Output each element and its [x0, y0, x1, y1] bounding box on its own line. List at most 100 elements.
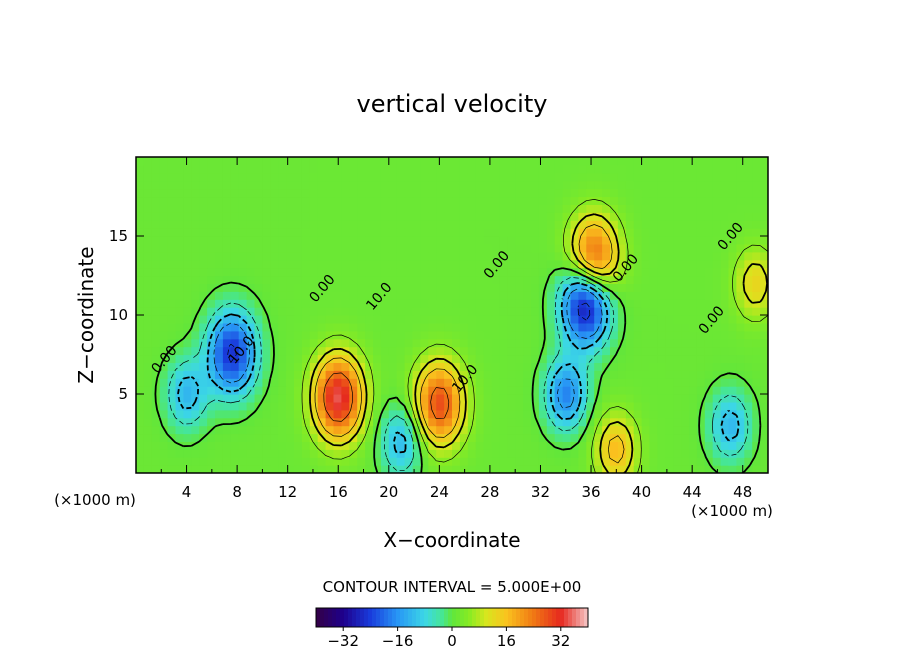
heat-cell — [222, 196, 232, 205]
heat-cell — [278, 425, 287, 435]
heat-cell — [531, 243, 540, 253]
heat-cell — [357, 291, 366, 300]
colorbar-ticks: −32 −16 0 16 32 — [327, 627, 570, 650]
heat-cell — [325, 243, 335, 253]
heat-cell — [349, 401, 358, 411]
heat-cell — [507, 330, 516, 340]
heat-cell — [736, 370, 745, 379]
heat-cell — [625, 346, 635, 356]
heat-cell — [199, 291, 208, 300]
heat-cell — [499, 212, 508, 221]
heat-cell — [649, 338, 658, 348]
heat-cell — [523, 441, 532, 450]
heat-cell — [657, 433, 666, 442]
heat-cell — [357, 386, 366, 395]
heat-cell — [467, 346, 477, 356]
heat-cell — [459, 315, 469, 324]
heat-cell — [507, 180, 516, 190]
heat-cell — [689, 465, 698, 473]
heat-cell — [294, 188, 303, 198]
heat-cell — [475, 370, 485, 379]
heat-cell — [151, 322, 161, 332]
heat-cell — [325, 386, 335, 395]
heat-cell — [270, 267, 279, 277]
heat-cell — [657, 315, 666, 324]
heat-cell — [507, 164, 516, 174]
heat-cell — [752, 188, 761, 198]
heat-cell — [570, 457, 579, 466]
heat-cell — [673, 433, 682, 442]
heat-cell — [159, 322, 169, 332]
heat-cell — [491, 172, 500, 182]
heat-cell — [301, 354, 311, 363]
heat-cell — [681, 441, 690, 450]
heat-cell — [136, 259, 145, 269]
heat-cell — [136, 172, 145, 182]
heat-cell — [689, 275, 698, 284]
heat-cell — [349, 346, 358, 356]
heat-cell — [175, 433, 184, 442]
colorbar-swatch — [512, 608, 517, 627]
heat-cell — [602, 228, 611, 237]
heat-cell — [744, 212, 753, 221]
heat-cell — [665, 196, 674, 205]
heat-cell — [199, 259, 208, 269]
heat-cell — [246, 401, 256, 411]
heat-cell — [546, 433, 556, 442]
heat-cell — [657, 346, 666, 356]
heat-cell — [546, 196, 556, 205]
heat-cell — [404, 370, 414, 379]
heat-cell — [459, 354, 469, 363]
heat-cell — [230, 172, 240, 182]
heat-cell — [720, 196, 730, 205]
heat-cell — [301, 401, 311, 411]
heat-cell — [720, 299, 730, 308]
heat-cell — [357, 157, 366, 166]
heat-cell — [475, 212, 485, 221]
heat-cell — [704, 425, 714, 435]
heat-cell — [230, 362, 240, 371]
heat-cell — [254, 322, 263, 332]
heat-cell — [317, 401, 327, 411]
heat-cell — [278, 449, 287, 458]
heat-cell — [357, 259, 366, 269]
heat-cell — [317, 322, 327, 332]
heat-cell — [349, 465, 358, 473]
heat-cell — [752, 267, 761, 277]
heat-cell — [365, 196, 374, 205]
heat-cell — [554, 196, 564, 205]
heat-cell — [649, 441, 658, 450]
heat-cell — [436, 251, 445, 261]
heat-cell — [230, 267, 240, 277]
heat-cell — [254, 283, 263, 292]
heat-cell — [325, 275, 335, 284]
heat-cell — [349, 338, 358, 348]
heat-cell — [199, 322, 208, 332]
heat-cell — [578, 330, 587, 340]
heat-cell — [167, 354, 177, 363]
contour-level-line — [227, 302, 591, 363]
heat-cell — [570, 275, 579, 284]
heat-cell — [373, 330, 382, 340]
heat-cell — [436, 425, 445, 435]
heat-cell — [681, 449, 690, 458]
heat-cell — [673, 409, 682, 419]
heat-cell — [183, 338, 192, 348]
heat-cell — [294, 401, 303, 411]
heat-cell — [507, 236, 516, 245]
heat-cell — [215, 188, 224, 198]
heat-cell — [507, 220, 516, 229]
heat-cell — [325, 299, 335, 308]
heat-cell — [507, 378, 516, 387]
heat-cell — [167, 267, 177, 277]
heat-cell — [278, 259, 287, 269]
heat-cell — [357, 465, 366, 473]
heat-cell — [728, 236, 737, 245]
heat-cell — [562, 243, 572, 253]
heat-cell — [452, 441, 461, 450]
heat-cell — [720, 259, 730, 269]
heat-cell — [246, 259, 256, 269]
heat-cell — [191, 362, 200, 371]
heat-cell — [388, 401, 398, 411]
heat-cell — [570, 220, 579, 229]
